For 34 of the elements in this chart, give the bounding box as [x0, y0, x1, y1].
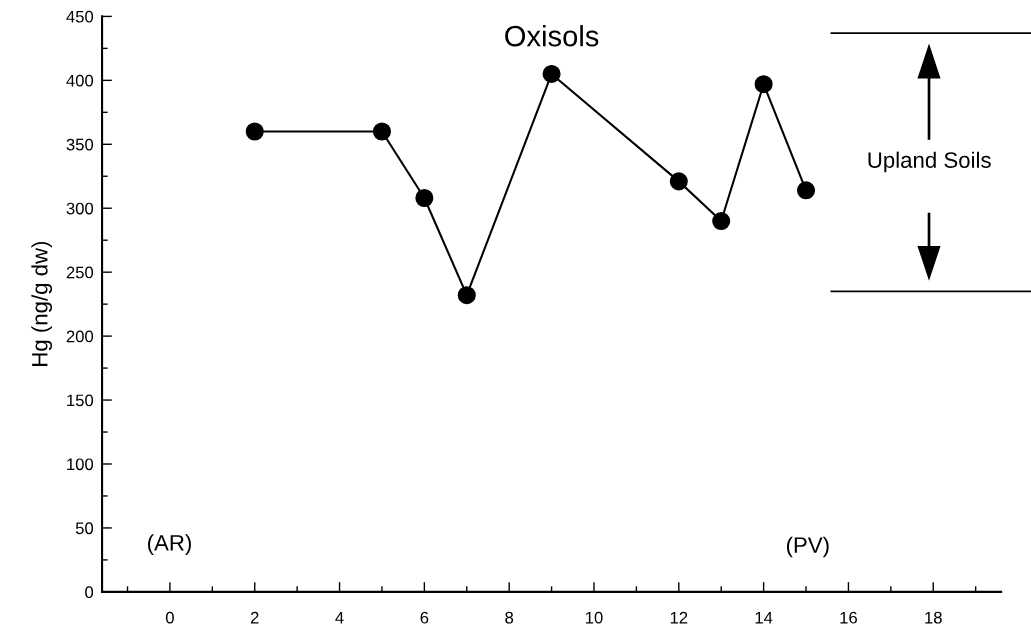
- point: [415, 188, 434, 208]
- y-tick-label: 250: [66, 266, 94, 279]
- point: [712, 211, 731, 231]
- annotation: (PV): [786, 536, 829, 558]
- x-tick-label: 2: [250, 611, 259, 624]
- y-tick-label: 400: [66, 74, 94, 87]
- x-tick-label: 10: [585, 611, 603, 624]
- point: [542, 64, 561, 83]
- x-tick-label: 4: [335, 611, 344, 624]
- annotation: Upland Soils: [868, 151, 991, 173]
- y-tick-label: 50: [75, 522, 94, 535]
- x-tick-label: 0: [165, 611, 174, 624]
- x-tick-label: 8: [505, 611, 514, 624]
- point: [245, 122, 264, 141]
- y-tick-label: 450: [66, 10, 94, 23]
- x-tick-label: 16: [840, 611, 857, 624]
- y-axis-title: Hg (ng/g dw): [31, 241, 53, 366]
- y-tick-label: 300: [66, 202, 94, 215]
- point: [457, 286, 476, 305]
- y-tick-label: 150: [67, 394, 94, 407]
- x-tick-label: 14: [755, 611, 773, 624]
- x-tick-label: 12: [670, 611, 688, 624]
- annotation: (AR): [148, 534, 191, 556]
- y-tick-label: 200: [66, 330, 94, 343]
- x-tick-label: 18: [925, 611, 942, 624]
- point: [669, 172, 688, 191]
- point: [372, 122, 391, 141]
- point: [796, 181, 816, 200]
- y-tick-label: 100: [67, 458, 94, 471]
- chart-title: Oxisols: [505, 25, 599, 47]
- y-tick-label: 0: [85, 586, 94, 599]
- x-tick-label: 6: [420, 611, 429, 624]
- y-tick-label: 350: [66, 138, 94, 151]
- point: [754, 75, 773, 94]
